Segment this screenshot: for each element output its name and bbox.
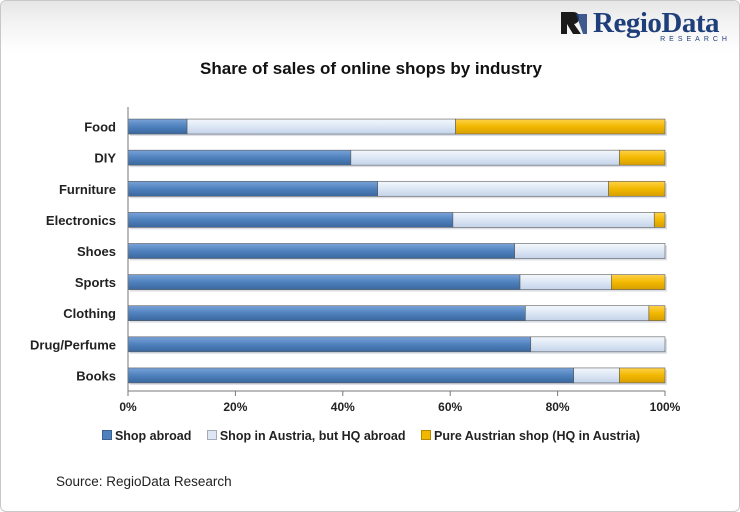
x-tick-label: 100% [650,400,681,414]
legend-item-pure-austrian: Pure Austrian shop (HQ in Austria) [420,429,641,443]
category-label-electronics: Electronics [46,213,116,228]
bar-shop-in-austria-but-hq-abroad-shoes [514,243,666,259]
legend-swatch-shop-austria-hq-abroad [206,430,217,440]
category-label-books: Books [76,368,116,383]
category-label-diy: DIY [94,151,116,166]
bar-shop-abroad-food [127,118,188,135]
bar-shop-abroad-shoes [127,243,515,259]
axis-layer: Food DIY Furniture Electronics Shoes Sports Cl… [30,107,681,414]
bar-shop-in-austria-but-hq-abroad-furniture [377,180,609,197]
legend-label-shop-austria-hq-abroad: Shop in Austria, but HQ abroad [219,429,406,443]
category-label-drug-perfume: Drug/Perfume [30,337,116,352]
x-tick-label: 80% [546,400,570,414]
legend-item-shop-abroad: Shop abroad [101,429,192,443]
bar-shop-abroad-clothing [127,305,526,322]
category-label-sports: Sports [75,275,116,290]
logo-wordmark: RegioData [593,7,719,39]
bar-shop-in-austria-but-hq-abroad-drug-perfume [530,336,666,353]
bar-shop-abroad-books [127,367,575,384]
bars-layer [127,118,667,385]
legend-item-shop-austria-hq-abroad: Shop in Austria, but HQ abroad [206,429,406,443]
legend-label-pure-austrian: Pure Austrian shop (HQ in Austria) [433,429,641,443]
category-label-clothing: Clothing [63,306,116,321]
chart-legend: Shop abroad Shop in Austria, but HQ abro… [1,429,739,443]
bar-shop-in-austria-but-hq-abroad-books [573,367,620,384]
bar-shop-in-austria-but-hq-abroad-sports [519,274,612,290]
bar-shop-abroad-drug-perfume [127,336,532,353]
bar-pure-austrian-shop-hq-in-austria-furniture [608,180,666,197]
bar-shop-in-austria-but-hq-abroad-diy [350,149,620,166]
category-label-food: Food [84,120,116,135]
x-tick-label: 0% [119,400,137,414]
category-label-furniture: Furniture [59,182,116,197]
bar-pure-austrian-shop-hq-in-austria-food [455,118,666,135]
logo-mark-icon [561,12,587,34]
logo-brand-part1: Regio [593,7,662,39]
legend-swatch-shop-abroad [101,430,112,440]
bar-shop-in-austria-but-hq-abroad-electronics [452,212,655,228]
x-tick-label: 60% [438,400,462,414]
bar-shop-abroad-electronics [127,212,454,228]
bar-shop-abroad-furniture [127,180,379,197]
header-band [1,1,739,53]
bar-pure-austrian-shop-hq-in-austria-sports [610,274,666,290]
bar-pure-austrian-shop-hq-in-austria-books [619,367,666,384]
legend-swatch-pure-austrian [420,430,431,440]
bar-pure-austrian-shop-hq-in-austria-clothing [648,305,666,322]
x-tick-label: 40% [331,400,355,414]
bar-shop-in-austria-but-hq-abroad-food [186,118,456,135]
chart-title: Share of sales of online shops by indust… [200,59,542,78]
category-label-shoes: Shoes [77,244,116,259]
bar-shop-abroad-diy [127,149,352,166]
bar-shop-abroad-sports [127,274,521,290]
logo-subtitle: RESEARCH [660,36,731,43]
regiodata-logo: RegioData RESEARCH [559,7,731,47]
bar-shop-in-austria-but-hq-abroad-clothing [525,305,650,322]
bar-pure-austrian-shop-hq-in-austria-electronics [653,212,666,228]
logo-brand-part2: Data [661,7,719,39]
source-note: Source: RegioData Research [56,474,232,489]
bar-pure-austrian-shop-hq-in-austria-diy [619,149,666,166]
legend-label-shop-abroad: Shop abroad [114,429,192,443]
x-tick-label: 20% [223,400,247,414]
